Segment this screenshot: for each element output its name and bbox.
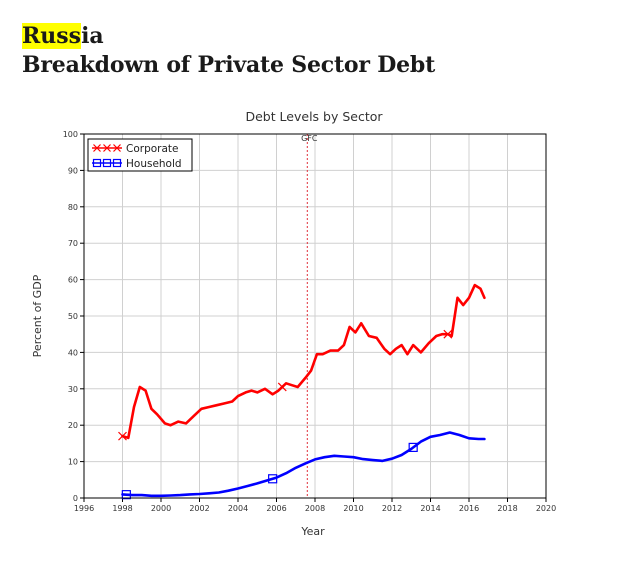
country-title: Russia: [22, 22, 435, 50]
corporate-marker-b: [277, 382, 287, 392]
x-tick-label: 2004: [228, 504, 248, 513]
chart-title: Debt Levels by Sector: [245, 109, 383, 124]
plot-area-border: [83, 133, 547, 499]
legend-household-label: Household: [126, 158, 182, 170]
x-tick-label: 1998: [112, 504, 132, 513]
household-marker: [121, 490, 131, 500]
legend-corporate-label: Corporate: [126, 143, 179, 155]
legend-household-marker: [112, 158, 122, 168]
x-tick-label: 1996: [74, 504, 94, 513]
y-tick-label: 70: [68, 239, 78, 248]
grid: [84, 134, 546, 498]
legend-corporate-marker-b: [103, 144, 111, 152]
x-tick-label: 2014: [420, 504, 440, 513]
corporate-marker-b: [118, 431, 127, 441]
legend-household-marker: [102, 158, 112, 168]
y-tick-label: 20: [68, 421, 78, 430]
household-series-line: [121, 431, 486, 498]
x-tick-label: 2000: [151, 504, 171, 513]
y-tick-label: 80: [68, 203, 78, 212]
gfc-label: GFC: [301, 134, 318, 143]
legend: Corporate Household: [87, 138, 193, 172]
y-tick-label: 10: [68, 458, 78, 467]
household-marker: [408, 442, 418, 453]
y-tick-label: 30: [68, 385, 78, 394]
legend-household-marker: [92, 158, 102, 168]
x-tick-label: 2010: [343, 504, 363, 513]
household-marker: [268, 474, 278, 484]
series-lines: [118, 283, 486, 500]
gfc-annotation: GFC: [301, 134, 318, 498]
x-tick-label: 2018: [497, 504, 517, 513]
x-tick-label: 2002: [189, 504, 209, 513]
y-tick-label: 90: [68, 166, 78, 175]
corporate-series-line: [121, 283, 486, 440]
x-tick-label: 2016: [459, 504, 479, 513]
y-tick-label: 60: [68, 276, 78, 285]
corporate-marker-b: [443, 329, 453, 339]
y-tick-label: 0: [73, 494, 78, 503]
x-tick-label: 2020: [536, 504, 556, 513]
x-tick-label: 2008: [305, 504, 325, 513]
x-tick-label: 2006: [266, 504, 286, 513]
legend-box: [87, 138, 193, 172]
x-tick-label: 2012: [382, 504, 402, 513]
country-title-highlight: Russ: [22, 23, 82, 49]
page-subtitle: Breakdown of Private Sector Debt: [22, 52, 436, 78]
y-tick-label: 50: [68, 312, 78, 321]
y-tick-label: 100: [63, 130, 78, 139]
country-title-rest: ia: [81, 23, 104, 49]
legend-corporate-marker-b: [113, 144, 121, 152]
y-axis-label: Percent of GDP: [31, 274, 44, 357]
y-tick-label: 40: [68, 348, 78, 357]
axis-ticks: 0 10 20 30 40 50 60 70 80 90 100 1996 1998 2000 2002 20…: [63, 130, 556, 513]
x-axis-label: Year: [300, 525, 325, 538]
legend-corporate-marker-b: [93, 144, 101, 152]
page-header: Russia Breakdown of Private Sector Debt: [22, 22, 435, 80]
